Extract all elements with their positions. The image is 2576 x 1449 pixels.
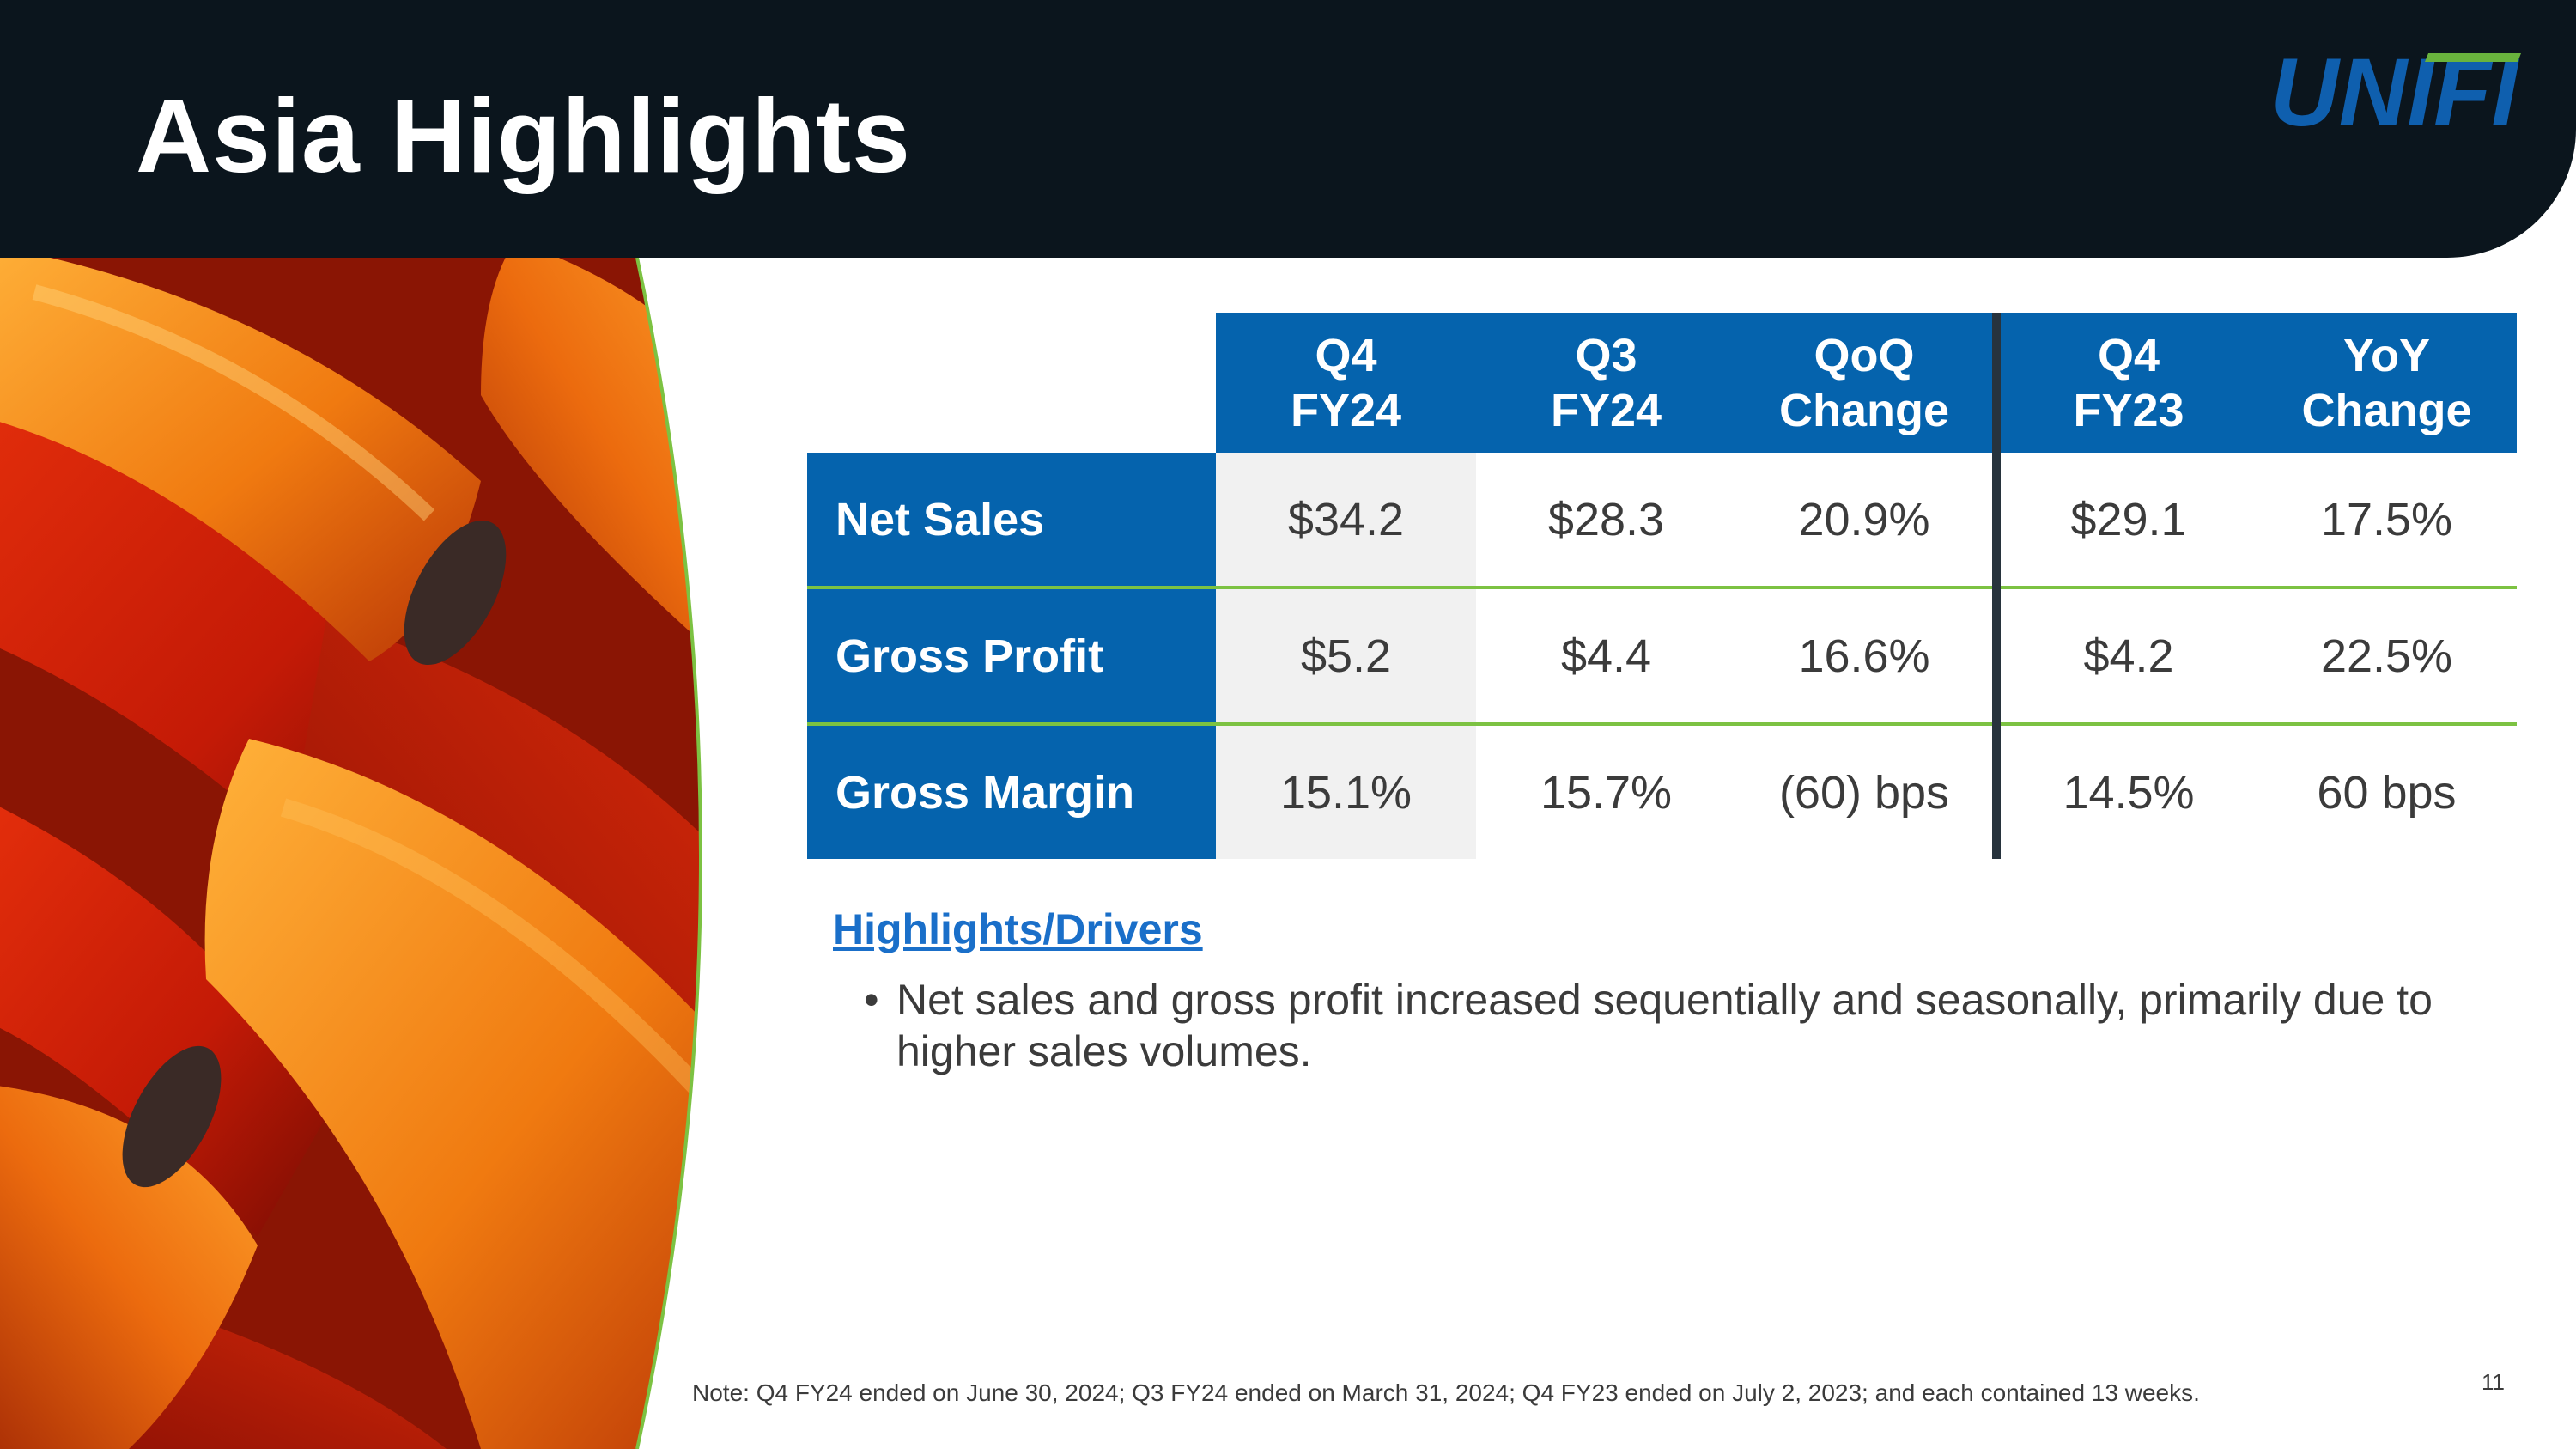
table-cell: 22.5% (2257, 588, 2517, 726)
row-label: Net Sales (807, 453, 1216, 589)
table-row: Gross Margin 15.1% 15.7% (60) bps 14.5% … (807, 724, 2517, 859)
column-header: Q4 FY23 (1992, 313, 2257, 453)
page-number: 11 (2482, 1369, 2505, 1395)
column-header: QoQ Change (1736, 313, 1996, 453)
row-label: Gross Margin (807, 724, 1216, 859)
header-blank-cell (807, 313, 1216, 453)
footnote: Note: Q4 FY24 ended on June 30, 2024; Q3… (692, 1379, 2200, 1406)
green-arc-line (635, 258, 702, 1449)
table-row: Gross Profit $5.2 $4.4 16.6% $4.2 22.5% (807, 588, 2517, 726)
bullet-marker: • (864, 976, 879, 1024)
bullet-text: Net sales and gross profit increased seq… (896, 976, 2433, 1075)
table-cell: 17.5% (2257, 453, 2517, 589)
table-cell: 60 bps (2317, 766, 2457, 819)
table-cell: (60) bps (1778, 766, 1950, 819)
highlights-heading-link[interactable]: Highlights/Drivers (833, 905, 1203, 953)
table-cell: $29.1 (1992, 453, 2257, 589)
unifi-logo: UNIFI (2270, 45, 2521, 139)
table-cell: 15.1% (1216, 724, 1476, 859)
column-header: Q3 FY24 (1476, 313, 1736, 453)
table-cell: 16.6% (1736, 588, 1996, 726)
highlights-bullet-list: • Net sales and gross profit increased s… (864, 974, 2480, 1077)
column-header: Q4 FY24 (1216, 313, 1476, 453)
list-item: • Net sales and gross profit increased s… (864, 974, 2480, 1077)
table-cell: $34.2 (1216, 453, 1476, 589)
table-cell: 14.5% (1992, 724, 2257, 859)
table-cell: $28.3 (1476, 453, 1736, 589)
table-cell: 15.7% (1540, 766, 1673, 819)
column-header: YoY Change (2257, 313, 2517, 453)
table-cell: $5.2 (1216, 588, 1476, 726)
table-row: Net Sales $34.2 $28.3 20.9% $29.1 17.5% (807, 453, 2517, 589)
table-cell: $4.2 (1992, 588, 2257, 726)
table-header-row: Q4 FY24 Q3 FY24 QoQ Change Q4 FY23 YoY Change (807, 313, 2517, 453)
header-band: Asia Highlights UNIFI (0, 0, 2576, 258)
financial-table: Q4 FY24 Q3 FY24 QoQ Change Q4 FY23 YoY Change… (807, 313, 2517, 859)
logo-green-swoosh (2425, 53, 2521, 62)
row-label: Gross Profit (807, 588, 1216, 726)
page-title: Asia Highlights (136, 77, 911, 194)
table-cell: 20.9% (1736, 453, 1996, 589)
yarn-spools-photo (0, 258, 702, 1449)
table-cell: $4.4 (1476, 588, 1736, 726)
